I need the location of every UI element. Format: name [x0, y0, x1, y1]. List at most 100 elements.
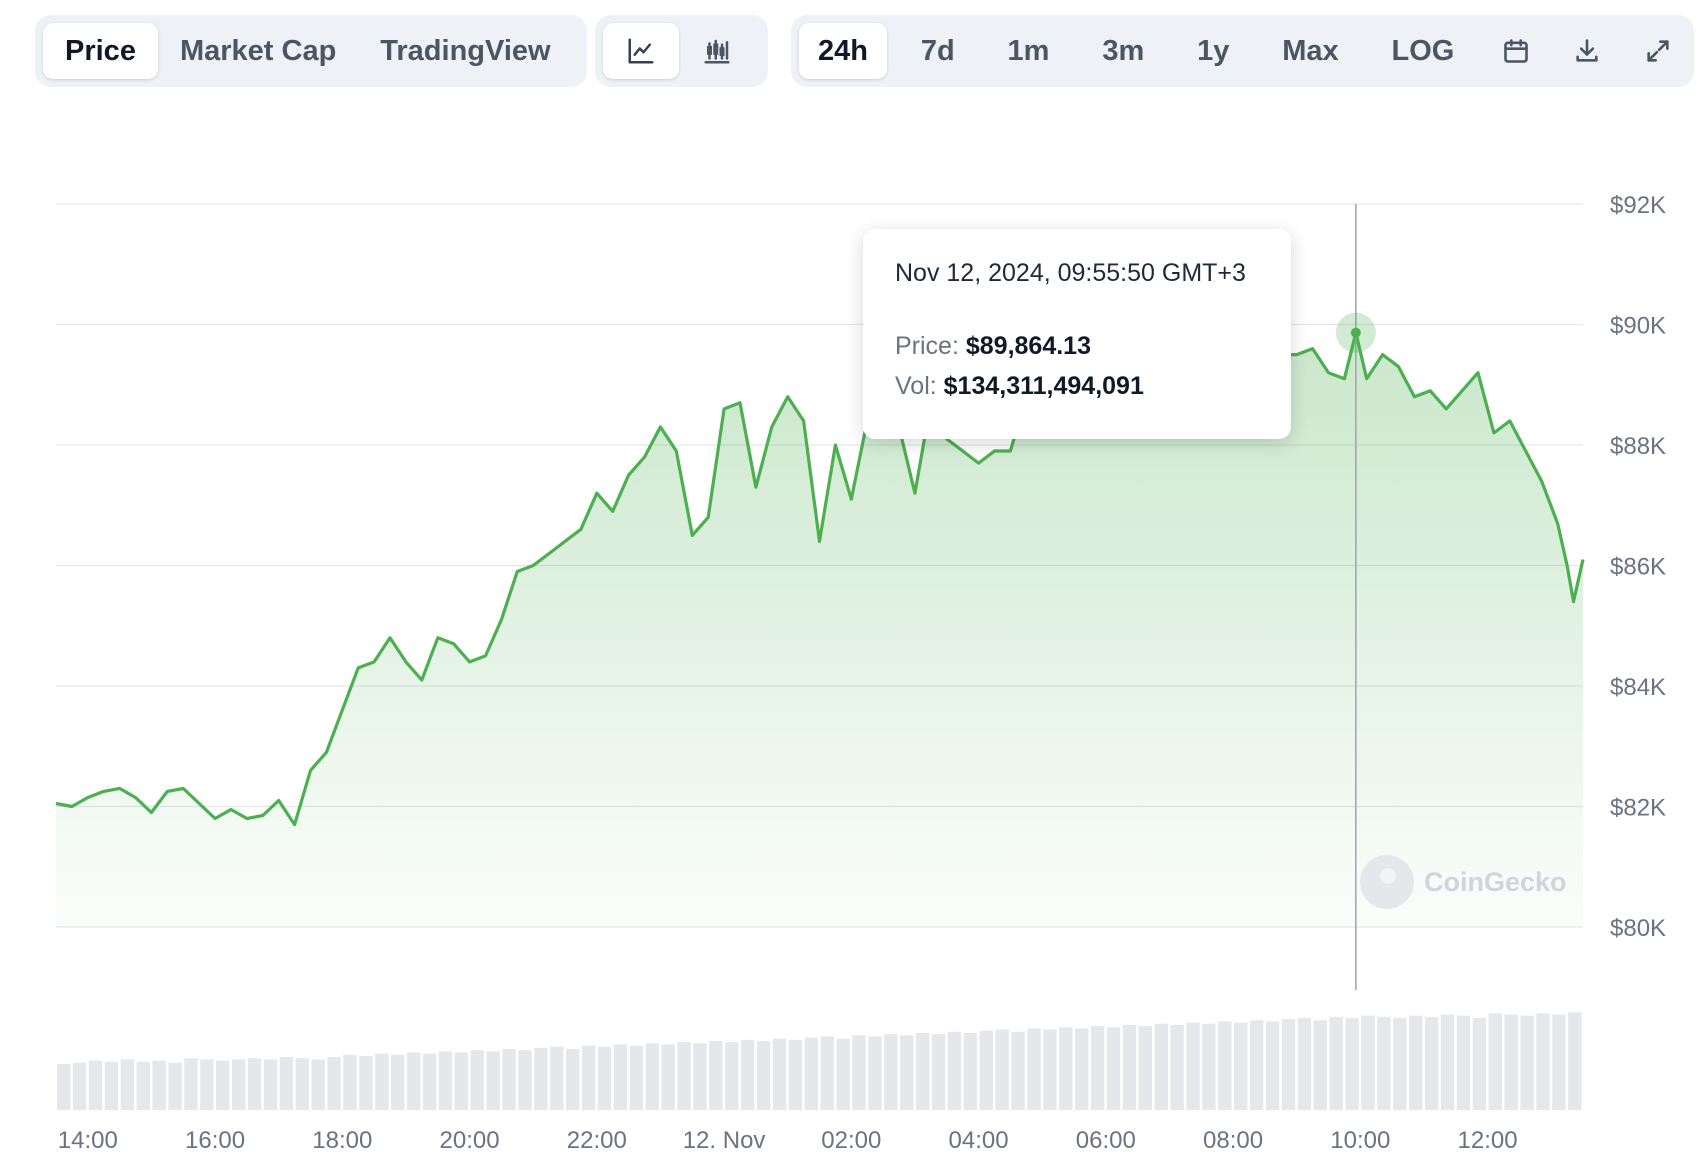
range-1y[interactable]: 1y — [1197, 34, 1230, 67]
volume-bar — [915, 1032, 930, 1110]
x-tick-label: 02:00 — [821, 1127, 881, 1154]
volume-bar — [1122, 1024, 1137, 1110]
line-chart-icon — [628, 38, 654, 64]
volume-bar — [72, 1062, 87, 1110]
range-3m[interactable]: 3m — [1102, 34, 1145, 67]
volume-bar — [852, 1035, 866, 1110]
volume-bar — [788, 1039, 803, 1110]
volume-bar — [613, 1044, 628, 1110]
volume-bar — [677, 1042, 691, 1110]
y-tick-label: $84K — [1610, 674, 1666, 701]
download-button[interactable] — [1559, 23, 1615, 79]
volume-bar — [1075, 1028, 1089, 1110]
volume-bar — [295, 1058, 309, 1110]
volume-bar — [438, 1051, 453, 1110]
chart-style-group — [595, 15, 768, 87]
volume-bar — [247, 1058, 262, 1110]
volume-bar — [1218, 1021, 1232, 1110]
time-range-group: 24h 7d 1m 3m 1y Max LOG — [791, 15, 1694, 87]
volume-bar — [1329, 1016, 1343, 1110]
volume-bar — [231, 1059, 246, 1110]
price-tooltip: Nov 12, 2024, 09:55:50 GMT+3 Price: $89,… — [863, 229, 1291, 439]
volume-bar — [709, 1041, 723, 1110]
volume-bar — [550, 1046, 564, 1110]
volume-bar — [1297, 1018, 1312, 1110]
volume-bar — [327, 1057, 341, 1110]
log-scale-toggle[interactable]: LOG — [1391, 34, 1455, 67]
price-area-fill — [56, 332, 1583, 927]
range-7d[interactable]: 7d — [920, 34, 955, 67]
expand-icon — [1647, 40, 1669, 62]
volume-bar — [311, 1059, 325, 1110]
volume-bar — [1138, 1026, 1153, 1110]
x-tick-label: 10:00 — [1330, 1127, 1390, 1154]
x-tick-label: 20:00 — [440, 1127, 500, 1154]
volume-bar — [756, 1041, 771, 1110]
volume-bar — [836, 1038, 850, 1110]
coingecko-logo-icon — [1360, 855, 1414, 909]
tooltip-price-value: $89,864.13 — [965, 332, 1091, 360]
x-tick-label: 22:00 — [567, 1127, 627, 1154]
volume-bar — [1249, 1020, 1264, 1110]
volume-bar — [279, 1057, 294, 1110]
volume-bar — [740, 1039, 755, 1110]
watermark-text: CoinGecko — [1424, 866, 1567, 897]
tooltip-volume-label: Vol: — [895, 372, 937, 400]
volume-bar — [168, 1062, 182, 1110]
volume-bar — [152, 1060, 166, 1110]
volume-bar — [868, 1036, 882, 1110]
calendar-button[interactable] — [1488, 23, 1544, 79]
volume-bar — [88, 1060, 103, 1110]
volume-bar — [581, 1045, 596, 1110]
volume-bar — [1504, 1014, 1518, 1110]
line-chart-button[interactable] — [603, 23, 679, 79]
tab-tradingview[interactable]: TradingView — [380, 34, 551, 67]
volume-bar — [200, 1059, 214, 1110]
volume-bar — [486, 1051, 500, 1110]
volume-bar — [343, 1054, 357, 1110]
volume-bar — [1234, 1022, 1248, 1110]
x-tick-label: 04:00 — [949, 1127, 1009, 1154]
volume-bar — [566, 1049, 580, 1110]
volume-bar — [1409, 1015, 1423, 1110]
volume-bar — [359, 1055, 373, 1110]
volume-bar — [1202, 1023, 1216, 1110]
volume-bar — [1011, 1031, 1025, 1110]
fullscreen-button[interactable] — [1630, 23, 1686, 79]
range-max[interactable]: Max — [1282, 34, 1339, 67]
tab-market-cap[interactable]: Market Cap — [179, 34, 337, 67]
volume-bar — [931, 1034, 946, 1110]
y-tick-label: $82K — [1610, 795, 1666, 822]
volume-bar — [391, 1054, 405, 1110]
tooltip-date: Nov 12, 2024, 09:55:50 GMT+3 — [895, 259, 1246, 287]
volume-bar — [979, 1030, 993, 1110]
volume-bar — [1313, 1020, 1327, 1110]
volume-bar — [1027, 1028, 1041, 1110]
candlestick-chart-button[interactable] — [679, 23, 755, 79]
coingecko-watermark: CoinGecko — [1360, 855, 1567, 909]
volume-bar — [804, 1037, 818, 1110]
volume-bar — [104, 1061, 119, 1110]
y-tick-label: $80K — [1610, 915, 1666, 942]
download-icon — [1576, 39, 1598, 62]
range-24h[interactable]: 24h — [799, 23, 887, 79]
x-tick-label: 06:00 — [1076, 1127, 1136, 1154]
volume-bar — [900, 1035, 914, 1110]
volume-bar — [772, 1038, 787, 1110]
tab-price[interactable]: Price — [43, 23, 158, 79]
volume-bar — [184, 1058, 198, 1110]
volume-bar — [502, 1049, 516, 1110]
tooltip-volume-row: Vol: $134,311,494,091 — [895, 366, 1259, 406]
volume-bar — [406, 1052, 421, 1110]
volume-bar — [1043, 1029, 1057, 1110]
volume-bar — [422, 1053, 437, 1110]
tooltip-price-label: Price: — [895, 332, 959, 360]
x-tick-label: 12. Nov — [683, 1127, 766, 1154]
range-1m[interactable]: 1m — [1007, 34, 1050, 67]
volume-bar — [1361, 1015, 1375, 1110]
volume-bar — [963, 1032, 978, 1110]
volume-bar — [1472, 1018, 1487, 1110]
volume-bar — [629, 1045, 644, 1110]
volume-bar — [1424, 1016, 1439, 1110]
